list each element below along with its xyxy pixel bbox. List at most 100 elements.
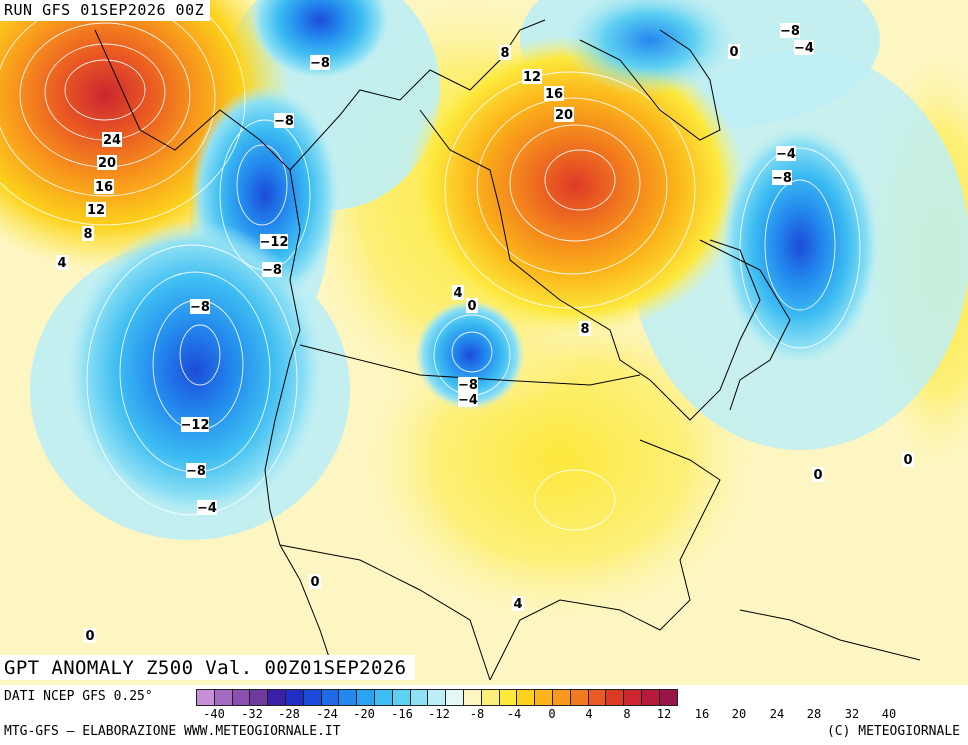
contour-label: 16 (545, 87, 563, 102)
contour-label-bg (772, 170, 792, 185)
contour-label-bg (84, 628, 96, 643)
contour-label-bg (812, 467, 824, 482)
contour-label-bg (466, 298, 478, 313)
colorbar-swatch (605, 689, 625, 706)
colorbar-tick-label: -40 (203, 707, 225, 721)
contour-label: 0 (813, 468, 822, 483)
colorbar-tick-label: 12 (656, 707, 672, 721)
colorbar-tick-label: -32 (241, 707, 263, 721)
colorbar-tick-label: 16 (694, 707, 710, 721)
cold-center-pacific (65, 220, 325, 520)
contour-label: 20 (98, 156, 116, 171)
colorbar-swatch (445, 689, 464, 706)
colorbar-swatch (409, 689, 429, 706)
elaboration-credit: MTG-GFS — ELABORAZIONE WWW.METEOGIORNALE… (4, 724, 341, 739)
contour-label-bg (86, 202, 106, 217)
contour-label: −8 (458, 378, 478, 393)
contour-label-bg (197, 500, 217, 515)
contour-label-bg (97, 155, 117, 170)
colorbar-swatch (338, 689, 358, 706)
contour-label: −12 (260, 235, 289, 250)
contour-label-bg (579, 321, 591, 336)
contour-label-bg (82, 226, 94, 241)
contour-label: −4 (794, 41, 814, 56)
contour-label-bg (554, 107, 574, 122)
colorbar-tick-label: 40 (881, 707, 897, 721)
colorbar-tick-label: -24 (316, 707, 338, 721)
coastlines (94, 19, 921, 681)
colorbar-swatch (516, 689, 536, 706)
contour-label: 24 (103, 133, 121, 148)
colorbar-tick-label: 8 (623, 707, 631, 721)
contour-label: −8 (274, 114, 294, 129)
colorbar-swatch (587, 689, 607, 706)
colorbar-swatch (534, 689, 553, 706)
colorbar-swatch (462, 689, 482, 706)
cold-center-alaska (250, 0, 390, 80)
colorbar-swatch (356, 689, 375, 706)
contour-label: −8 (772, 171, 792, 186)
contour-label-bg (56, 255, 68, 270)
contour-label: 0 (729, 45, 738, 60)
colorbar-swatch (302, 689, 322, 706)
colorbar (196, 689, 678, 706)
contour-label-bg (452, 285, 464, 300)
contour-label-bg (94, 179, 114, 194)
colorbar-swatch (640, 689, 660, 706)
colorbar-swatch (249, 689, 269, 706)
colorbar-swatch (373, 689, 393, 706)
colorbar-swatch (391, 689, 411, 706)
colorbar-tick-label: -16 (391, 707, 413, 721)
colorbar-tick-label: -4 (506, 707, 522, 721)
colorbar-swatch (427, 689, 447, 706)
contour-label-bg (902, 452, 914, 467)
colorbar-tick-label: -28 (278, 707, 300, 721)
colorbar-swatch (498, 689, 518, 706)
footer: DATI NCEP GFS 0.25° -40 -32 -28 -24 -20 -16 -1… (0, 685, 968, 745)
contour-label-bg (186, 463, 206, 478)
contour-label: 12 (87, 203, 105, 218)
contour-label: −8 (780, 24, 800, 39)
contour-label-bg (512, 596, 524, 611)
contour-label: 12 (523, 70, 541, 85)
colorbar-swatch (284, 689, 304, 706)
colorbar-tick-label: 20 (731, 707, 747, 721)
contour-label: −4 (197, 501, 217, 516)
contour-label-bg (794, 40, 814, 55)
colorbar-swatch (267, 689, 286, 706)
colorbar-swatch (480, 689, 500, 706)
contour-label: 0 (467, 299, 476, 314)
contour-label-bg (728, 44, 740, 59)
contour-label: −12 (181, 418, 210, 433)
contour-label: −8 (186, 464, 206, 479)
contour-label: 4 (57, 256, 66, 271)
copyright: (C) METEOGIORNALE (826, 724, 960, 739)
contour-label: 8 (500, 46, 509, 61)
contour-label-bg (260, 234, 288, 249)
contour-label-bg (458, 392, 478, 407)
contour-label-bg (544, 86, 564, 101)
colorbar-tick-label: -8 (469, 707, 485, 721)
contour-label: −8 (310, 56, 330, 71)
map-canvas: 2420161284−8−8−12−8−8−12−8−48121620840−8… (0, 0, 968, 681)
colorbar-ticks: -40 -32 -28 -24 -20 -16 -12 -8 -4 0 4 8 12 16 20 24 28 32… (196, 707, 968, 721)
colorbar-tick-label: -12 (428, 707, 450, 721)
colorbar-tick-label: 32 (844, 707, 860, 721)
contour-label-bg (190, 299, 210, 314)
colorbar-swatch (569, 689, 589, 706)
contour-label: −8 (262, 263, 282, 278)
colorbar-swatch (551, 689, 571, 706)
contour-label-bg (499, 45, 511, 60)
contour-label-bg (776, 146, 796, 161)
cold-center-east (720, 125, 880, 365)
contour-label-bg (310, 55, 330, 70)
colorbar-tick-label: 24 (769, 707, 785, 721)
colorbar-swatch (231, 689, 251, 706)
colorbar-swatch (623, 689, 642, 706)
contour-label: 8 (580, 322, 589, 337)
contour-label-bg (102, 132, 122, 147)
contour-label-bg (262, 262, 282, 277)
colorbar-swatch (320, 689, 340, 706)
contour-label-bg (309, 574, 321, 589)
colorbar-tick-label: -20 (353, 707, 375, 721)
